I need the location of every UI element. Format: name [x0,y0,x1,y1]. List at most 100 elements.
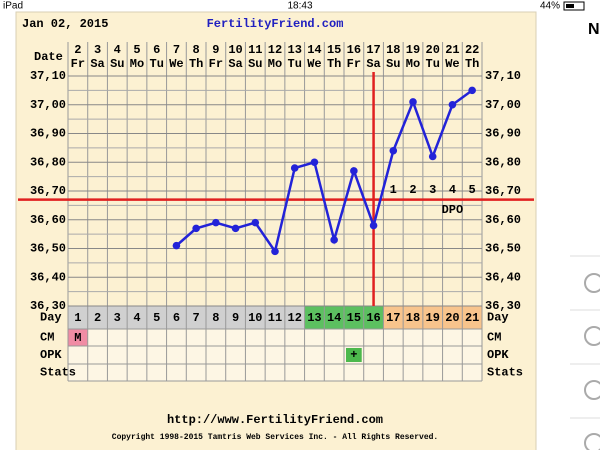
weekday: Fr [71,57,85,71]
y-tick-label: 36,80 [485,155,521,169]
cycle-day: 2 [94,311,101,325]
date: 7 [173,43,180,57]
date: 15 [327,43,341,57]
add-button[interactable] [584,326,600,346]
site-title: FertilityFriend.com [207,17,344,31]
y-tick-label: 36,70 [30,184,66,198]
date-row-label: Date [34,50,63,64]
battery-icon [563,1,585,11]
weekday: Th [465,57,479,71]
cycle-day: 18 [406,311,420,325]
row-label: Day [487,311,509,325]
temperature-point [290,164,299,172]
weekday: Sa [90,57,104,71]
temperature-point [251,218,260,227]
weekday: We [307,57,321,71]
add-button[interactable] [584,273,600,293]
y-tick-label: 36,40 [30,270,66,284]
temperature-point [428,152,437,161]
cycle-day: 3 [114,311,121,325]
y-tick-label: 36,60 [30,213,66,227]
temperature-point [330,236,338,244]
weekday: Th [327,57,341,71]
dpo-number: 1 [390,183,397,197]
temperature-point [409,98,417,106]
sidebar [570,255,600,450]
cycle-day-cell [186,306,206,329]
weekday: Fr [347,57,361,71]
temperature-point [389,146,398,155]
date: 14 [307,43,321,57]
dpo-number: 4 [449,183,456,197]
date: 6 [153,43,160,57]
cycle-day: 20 [445,311,459,325]
weekday: Fr [209,57,223,71]
date: 5 [133,43,140,57]
temperature-point [271,247,279,256]
row-label: CM [40,331,54,345]
weekday: Tu [426,57,440,71]
weekday: Su [110,57,124,71]
battery-fill [566,4,574,8]
cycle-day: 11 [268,311,282,325]
weekday: Su [248,57,262,71]
cm-entry: M [74,331,81,345]
weekday: Tu [288,57,302,71]
cycle-day-cell [462,306,482,329]
date: 12 [268,43,282,57]
y-tick-label: 36,60 [485,213,521,227]
cycle-day-cell [422,306,443,329]
cycle-day-cell [107,306,128,329]
cycle-day-cell [68,306,88,329]
y-tick-label: 36,40 [485,270,521,284]
cycle-day: 19 [426,311,440,325]
cycle-day-cell [127,306,147,329]
y-tick-label: 36,50 [30,242,66,256]
cycle-day-cell [87,306,108,329]
date: 17 [366,43,380,57]
row-label: OPK [487,348,509,362]
cycle-day: 6 [173,311,180,325]
cycle-day: 4 [133,311,140,325]
weekday: Tu [150,57,164,71]
date: 3 [94,43,101,57]
cycle-day: 5 [153,311,160,325]
row-label: OPK [40,348,62,362]
cycle-day: 12 [288,311,302,325]
weekday: Su [386,57,400,71]
cycle-day-cell [206,306,226,329]
cycle-day: 15 [347,311,361,325]
footer-url: http://www.FertilityFriend.com [167,413,383,427]
date: 8 [193,43,200,57]
row-label: Stats [487,366,523,380]
cycle-day-cell [383,306,404,329]
add-button[interactable] [584,433,600,450]
date: 20 [426,43,440,57]
rows-background [68,329,482,381]
cycle-day: 21 [465,311,479,325]
y-tick-label: 37,00 [30,98,66,112]
cycle-day-cell [265,306,285,329]
cycle-day-cell [363,306,384,329]
date: 19 [406,43,420,57]
y-tick-label: 36,90 [30,127,66,141]
row-label: CM [487,331,501,345]
weekday: Mo [130,57,144,71]
temperature-point [231,224,240,233]
dpo-number: 2 [409,183,416,197]
date: 21 [445,43,459,57]
date: 22 [465,43,479,57]
cycle-day-cell [304,306,325,329]
weekday: Sa [228,57,242,71]
row-label: Stats [40,366,76,380]
weekday: We [445,57,459,71]
add-button[interactable] [584,380,600,400]
y-tick-label: 37,10 [30,69,66,83]
cycle-day-cell [166,306,187,329]
temperature-point [369,221,378,230]
y-tick-label: 36,70 [485,184,521,198]
sidebar-heading: N [588,21,600,38]
weekday: We [169,57,183,71]
